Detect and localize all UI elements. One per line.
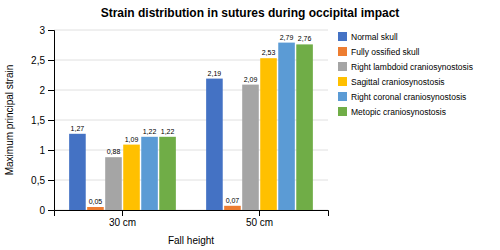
y-tick: 0 (39, 205, 54, 216)
y-tick-mark (48, 90, 54, 91)
legend-swatch (338, 92, 347, 101)
legend-item: Right coronal craniosynostosis (338, 92, 466, 102)
y-tick-label: 0 (39, 205, 45, 216)
legend-label: Sagittal craniosynostosis (351, 77, 445, 87)
legend-label: Normal skull (351, 32, 398, 42)
data-label: 1,22 (143, 128, 157, 135)
y-tick-label: 1,5 (31, 115, 45, 126)
data-label: 1,27 (71, 125, 85, 132)
x-tick: 50 cm (246, 210, 273, 228)
y-tick-mark (48, 180, 54, 181)
data-labels: 1,27 2,19 0,05 0,07 0,88 2,09 1,09 2,53 1,22 2,79… (71, 34, 312, 205)
x-tick-label: 30 cm (109, 217, 136, 228)
data-label: 1,22 (161, 128, 175, 135)
legend-swatch (338, 107, 347, 116)
data-label: 2,76 (298, 35, 312, 42)
legend-label: Right lambdoid craniosynostosis (351, 62, 473, 72)
bar (69, 134, 86, 210)
y-tick: 0,5 (31, 175, 54, 186)
data-label: 0,05 (89, 198, 103, 205)
y-axis: 0 0,5 1 1,5 2 2,5 3 (31, 25, 54, 216)
x-axis-title: Fall height (168, 235, 214, 246)
legend-item: Fully ossified skull (338, 47, 420, 57)
legend-swatch (338, 32, 347, 41)
y-tick-mark (48, 30, 54, 31)
y-tick-label: 2,5 (31, 55, 45, 66)
bar (123, 145, 140, 210)
data-label: 2,09 (244, 76, 258, 83)
data-label: 2,19 (208, 70, 222, 77)
grid (54, 30, 328, 210)
legend-item: Metopic craniosynostosis (338, 107, 446, 117)
data-label: 0,88 (107, 148, 121, 155)
bar (242, 85, 259, 210)
y-tick-mark (48, 60, 54, 61)
y-tick: 2 (39, 85, 54, 96)
data-label: 2,79 (280, 34, 294, 41)
x-axis-line (55, 211, 329, 217)
legend-label: Metopic craniosynostosis (351, 107, 446, 117)
bar (206, 79, 223, 210)
legend-swatch (338, 77, 347, 86)
bar (260, 58, 277, 210)
y-tick-label: 0,5 (31, 175, 45, 186)
y-tick-label: 2 (39, 85, 45, 96)
y-tick: 1,5 (31, 115, 54, 126)
chart: 1,272,190,050,070,882,091,092,531,222,79… (0, 0, 500, 250)
bar (296, 44, 313, 210)
y-tick-label: 1 (39, 145, 45, 156)
legend-label: Right coronal craniosynostosis (351, 92, 466, 102)
bar (87, 207, 104, 210)
bar (224, 206, 241, 210)
y-tick-label: 3 (39, 25, 45, 36)
data-label: 0,07 (226, 197, 240, 204)
x-axis: 30 cm 50 cm (55, 210, 329, 228)
x-tick-label: 50 cm (246, 217, 273, 228)
y-tick: 2,5 (31, 55, 54, 66)
x-tick-mark (259, 210, 260, 216)
y-tick-mark (48, 210, 54, 211)
data-label: 1,09 (125, 136, 139, 143)
legend-label: Fully ossified skull (351, 47, 420, 57)
legend-swatch (338, 62, 347, 71)
y-axis-title: Maximum principal strain (4, 65, 15, 176)
plot-area: 1,272,190,050,070,882,091,092,531,222,79… (31, 25, 328, 228)
y-tick: 1 (39, 145, 54, 156)
y-tick-mark (48, 120, 54, 121)
bar (141, 137, 158, 210)
bar (105, 157, 122, 210)
y-tick-mark (48, 150, 54, 151)
legend-item: Right lambdoid craniosynostosis (338, 62, 473, 72)
title: Strain distribution in sutures during oc… (101, 6, 400, 20)
bar (278, 43, 295, 210)
x-tick-mark (122, 210, 123, 216)
legend: Normal skull Fully ossified skull Right la… (338, 32, 473, 117)
legend-item: Sagittal craniosynostosis (338, 77, 445, 87)
x-tick: 30 cm (109, 210, 136, 228)
data-label: 2,53 (262, 49, 276, 56)
bars (69, 43, 313, 210)
y-axis-line (48, 31, 55, 211)
bar (159, 137, 176, 210)
legend-item: Normal skull (338, 32, 398, 42)
legend-swatch (338, 47, 347, 56)
grid-line (54, 30, 328, 31)
y-tick: 3 (39, 25, 54, 36)
